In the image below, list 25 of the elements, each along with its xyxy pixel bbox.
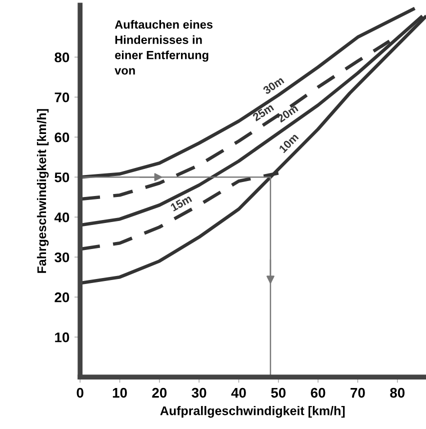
text: 25m <box>252 103 274 122</box>
x-tick-label: 30 <box>192 388 206 398</box>
y-tick-label: 30 <box>54 252 70 262</box>
x-tick-label: 70 <box>350 388 365 398</box>
text: 10m <box>278 132 299 154</box>
annotation: Auftauchen eines Hindernisses in einer Entfernung von <box>114 20 213 75</box>
y-tick-label: 70 <box>54 92 70 102</box>
x-tick-label: 60 <box>310 388 326 398</box>
text: 20m <box>276 104 298 123</box>
x-tick-label: 10 <box>112 388 127 398</box>
y-tick-label: 10 <box>55 332 70 342</box>
y-tick-label: 20 <box>54 292 70 302</box>
x-tick-label: 0 <box>76 388 84 398</box>
x-tick-label: 40 <box>231 388 246 398</box>
x-tick-label: 80 <box>390 388 405 398</box>
x-tick-label: 20 <box>152 388 167 398</box>
text: 15m <box>170 194 192 212</box>
x-axis-title: Aufprallgeschwindigkeit [km/h] <box>160 406 345 418</box>
y-axis-title: Fahrgeschwindigkeit [km/h] <box>36 109 49 273</box>
y-tick-label: 50 <box>54 172 70 182</box>
text: 30m <box>262 76 284 95</box>
x-tick-label: 50 <box>271 388 286 398</box>
y-tick-label: 60 <box>54 132 70 142</box>
y-tick-label: 80 <box>54 52 70 62</box>
y-tick-label: 40 <box>54 212 70 222</box>
